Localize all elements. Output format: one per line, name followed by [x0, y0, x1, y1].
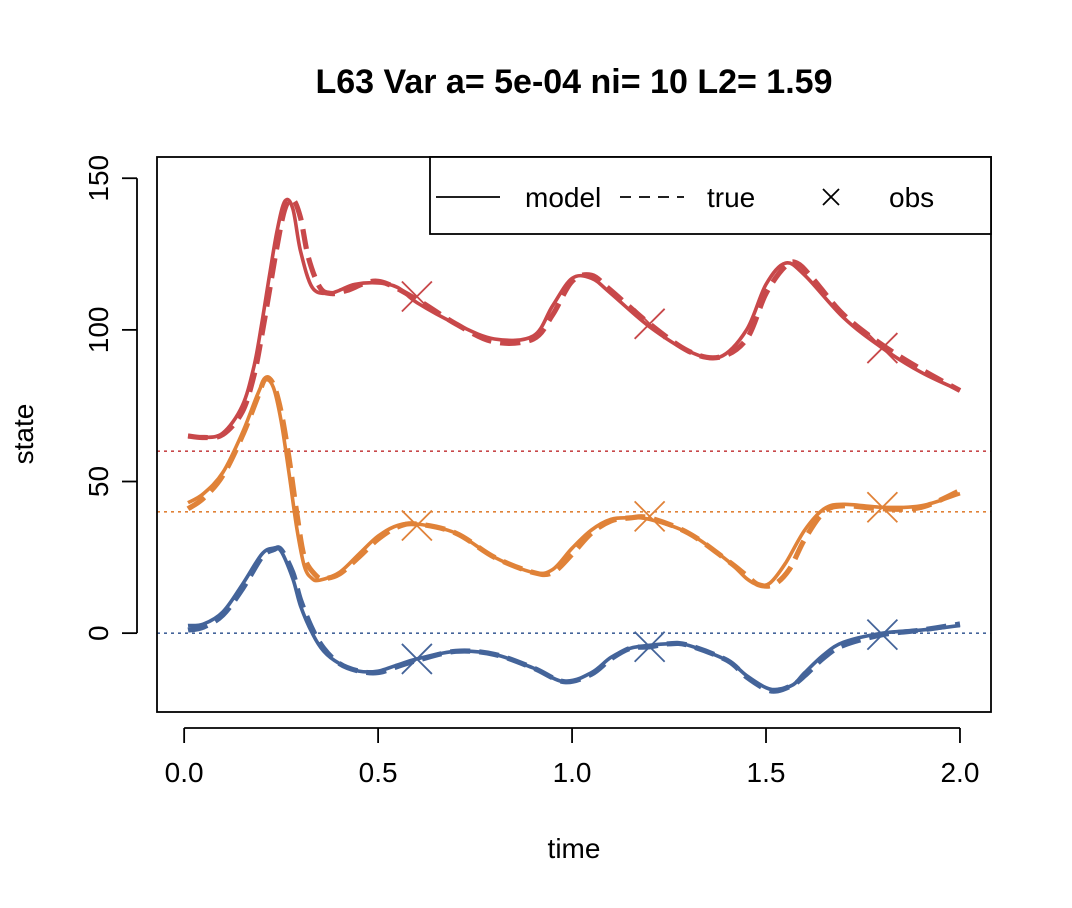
y-tick-label: 0 — [83, 625, 114, 641]
y-tick-label: 150 — [83, 155, 114, 202]
plot-area — [157, 196, 991, 694]
obs-point — [634, 500, 666, 533]
obs-point — [401, 509, 433, 542]
obs-point — [401, 280, 433, 313]
axes: 0.0 0.5 1.0 1.5 2.0 0 50 100 150 — [83, 155, 979, 788]
series-model-line — [187, 545, 961, 692]
series-true-line — [186, 375, 962, 589]
legend: model true obs — [429, 156, 992, 235]
y-tick-label: 50 — [83, 466, 114, 497]
x-axis-title: time — [548, 833, 601, 864]
x-tick-label: 1.5 — [747, 757, 786, 788]
legend-model-label: model — [525, 182, 601, 213]
obs-point — [401, 643, 433, 675]
chart-title: L63 Var a= 5e-04 ni= 10 L2= 1.59 — [316, 63, 833, 101]
legend-obs-label: obs — [889, 182, 934, 213]
obs-point — [866, 491, 899, 523]
x-tick-label: 2.0 — [940, 757, 979, 788]
y-axis-title: state — [8, 404, 39, 465]
obs-point — [634, 308, 666, 340]
x-tick-label: 0.0 — [165, 757, 204, 788]
y-tick-label: 100 — [83, 307, 114, 354]
x-tick-label: 0.5 — [359, 757, 398, 788]
series-model-line — [187, 197, 961, 440]
x-tick-label: 1.0 — [553, 757, 592, 788]
legend-true-label: true — [707, 182, 755, 213]
obs-point — [866, 619, 899, 651]
series-model-line — [187, 377, 961, 588]
legend-box — [429, 156, 992, 235]
obs-point — [634, 631, 666, 663]
obs-point — [866, 332, 899, 364]
legend-obs-swatch — [822, 188, 840, 206]
